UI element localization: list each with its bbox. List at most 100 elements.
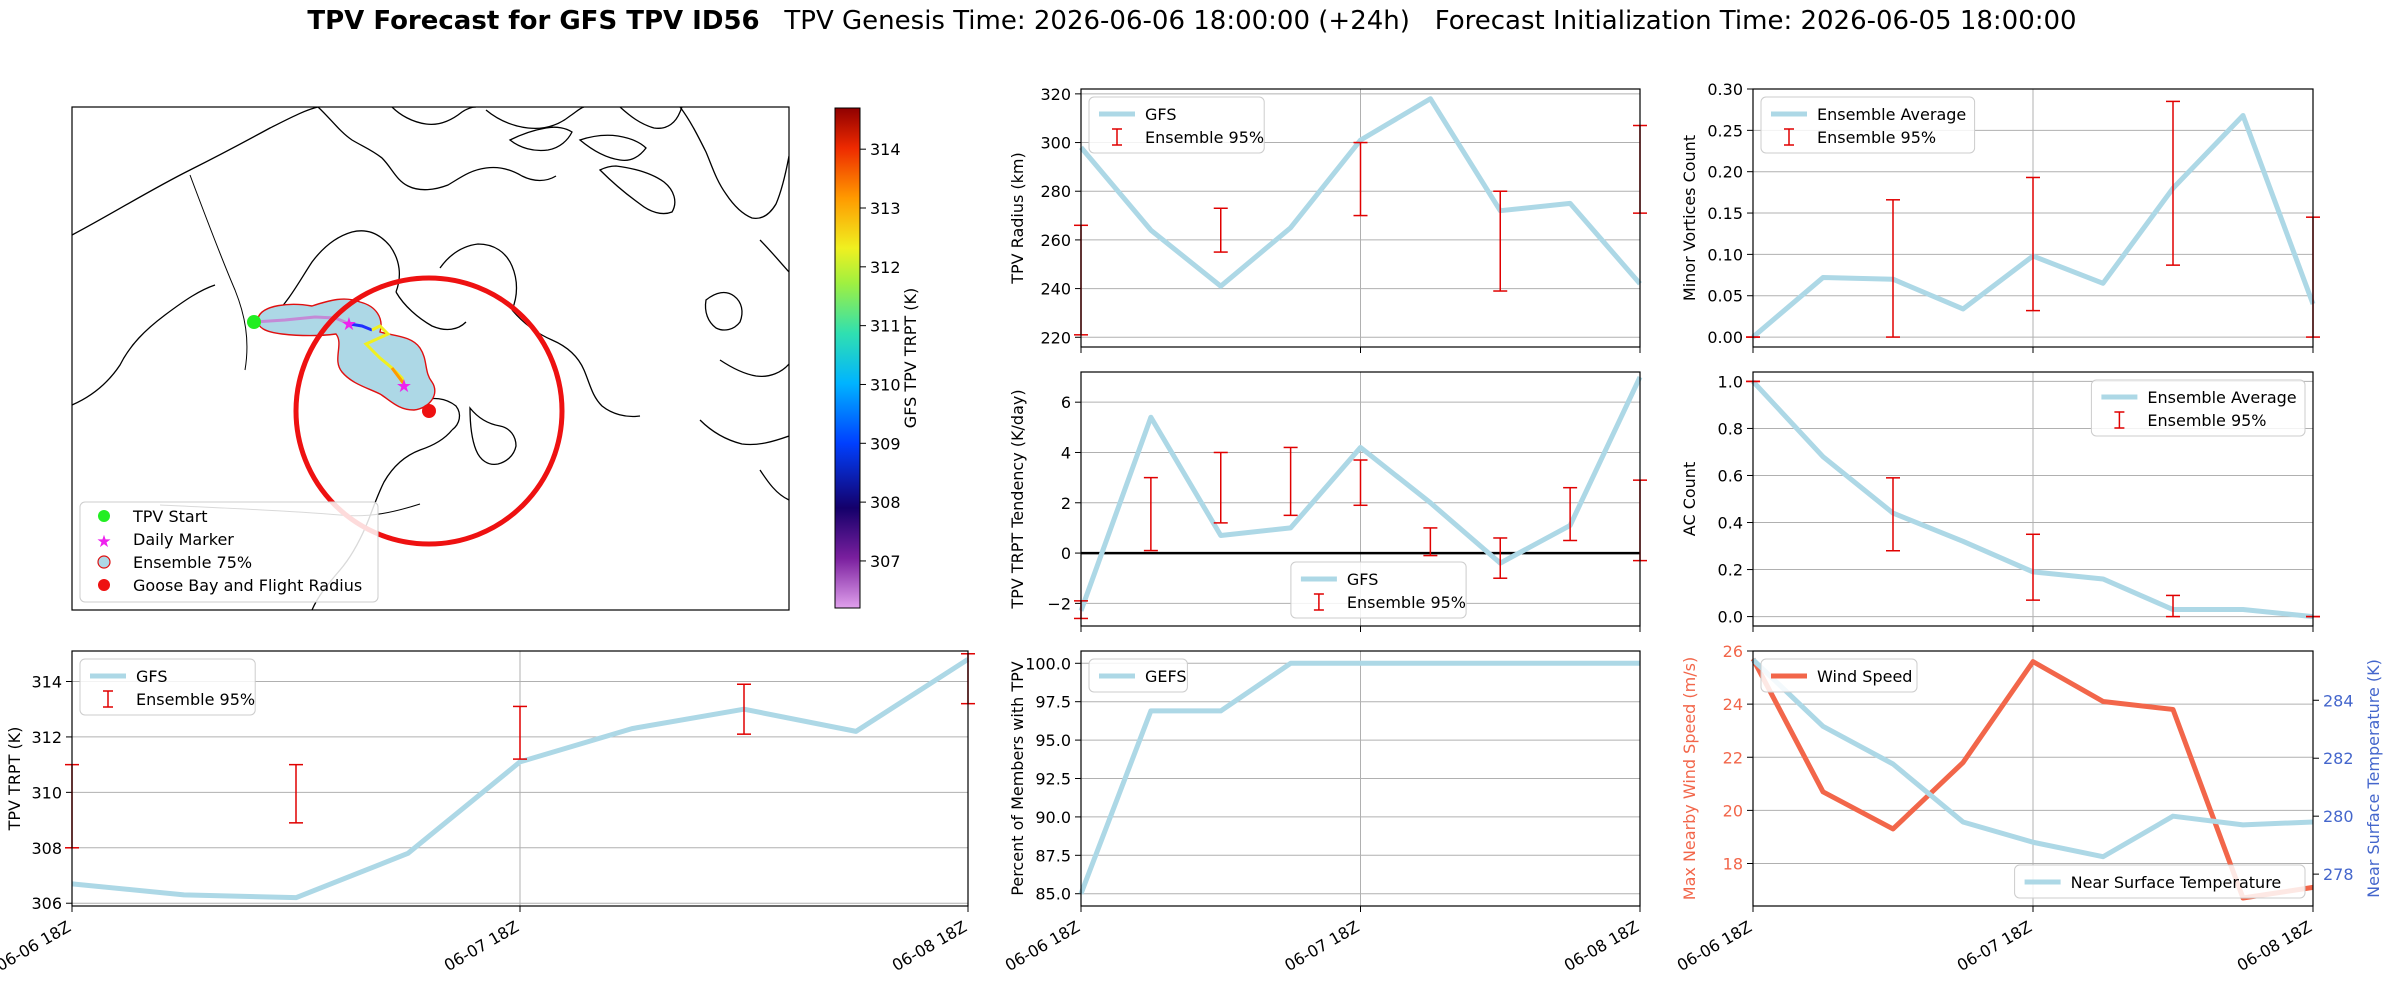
colorbar-tick-label: 310 [870, 375, 901, 394]
legend-box [1760, 658, 1918, 693]
coast-iberia [759, 469, 789, 501]
island-1 [391, 107, 477, 126]
legend-label: Ensemble 95% [136, 690, 255, 709]
y-tick-label: 314 [31, 672, 62, 691]
y-tick-label: 4 [1061, 443, 1071, 462]
legend-box [1290, 561, 1467, 619]
y-tick-label: 0.20 [1707, 163, 1743, 182]
goose-bay-marker [422, 404, 436, 418]
legend-label: GFS [1347, 570, 1378, 589]
colorbar-tick-label: 312 [870, 258, 901, 277]
legend: GFS Ensemble 95% [1290, 561, 1467, 619]
x-tick-label: 06-06 18Z [1674, 917, 1755, 975]
y-tick-label: 0.00 [1707, 328, 1743, 347]
title-bold: TPV Forecast for GFS TPV ID56 [307, 6, 760, 36]
daily-marker-star: ★ [341, 314, 357, 335]
y-tick-label: 0.15 [1707, 204, 1743, 223]
y-tick-label: 24 [1723, 695, 1743, 714]
legend-label: Ensemble Average [1817, 105, 1966, 124]
coast-alaska [72, 107, 319, 236]
legend: Near Surface Temperature [2014, 864, 2306, 899]
y-axis-label: TPV Radius (km) [1008, 152, 1027, 285]
legend-box [79, 658, 256, 716]
island-3 [508, 126, 573, 152]
chart-tendency: −2 0 2 4 6 TPV TRPT Tendency (K/day) GFS Ensemb… [1008, 371, 1647, 632]
y2-tick-label: 282 [2323, 749, 2354, 768]
legend-label: Goose Bay and Flight Radius [133, 576, 362, 595]
x-tick-label: 06-06 18Z [1002, 917, 1083, 975]
y-tick-label: 300 [1040, 134, 1071, 153]
y-tick-label: 22 [1723, 748, 1743, 767]
daily-marker-star: ★ [396, 376, 412, 397]
title-rest: TPV Genesis Time: 2026-06-06 18:00:00 (+… [759, 6, 2077, 36]
y-axis-label: TPV TRPT (K) [5, 727, 24, 832]
x-tick-label: 06-07 18Z [1954, 917, 2035, 975]
coast-ungava [439, 243, 518, 311]
y-tick-label: 90.0 [1035, 808, 1071, 827]
y-tick-label: 0.30 [1707, 80, 1743, 99]
y-tick-label: 0.4 [1718, 514, 1743, 533]
series-line [1751, 657, 2314, 860]
y-tick-label: 240 [1040, 280, 1071, 299]
island-ellesmere [619, 107, 683, 129]
legend: GFS Ensemble 95% [79, 658, 256, 716]
plot-frame [1752, 650, 2314, 907]
legend-box [1760, 96, 1976, 154]
legend-label: GEFS [1145, 667, 1187, 686]
chart-trpt: 306 308 310 312 314 06-06 18Z 06-07 18Z 06-08 1… [0, 650, 975, 975]
coast-west-canada [72, 284, 216, 406]
island-newfoundland [469, 406, 517, 466]
coast-norway [759, 239, 789, 273]
y-tick-label: 260 [1040, 231, 1071, 250]
map-legend-box [79, 501, 379, 603]
map-frame [71, 106, 790, 611]
y-tick-label: 0.25 [1707, 121, 1743, 140]
y-tick-label: 0.6 [1718, 466, 1743, 485]
y-tick-label: 0.0 [1718, 608, 1743, 627]
y-tick-label: 100.0 [1025, 654, 1071, 673]
tpv-track-late [390, 367, 406, 385]
colorbar-tick-label: 309 [870, 434, 901, 453]
y2-axis-label: Near Surface Temperature (K) [2364, 659, 2383, 898]
y-tick-label: 87.5 [1035, 846, 1071, 865]
series-line [1079, 96, 1642, 289]
legend-goosebay-icon [98, 579, 110, 591]
y2-tick-label: 280 [2323, 807, 2354, 826]
x-tick-label: 06-07 18Z [441, 917, 522, 975]
y-axis-label: Max Nearby Wind Speed (m/s) [1680, 657, 1699, 900]
plot-frame [1752, 371, 2314, 627]
coast-hudson-south [395, 291, 467, 331]
y-tick-label: 6 [1061, 393, 1071, 412]
y-axis-label: Minor Vortices Count [1680, 135, 1699, 301]
tpv-start-marker [247, 315, 261, 329]
chart-radius: 220 240 260 280 300 320 TPV Radius (km) GFS Ense… [1008, 85, 1647, 353]
legend: GFS Ensemble 95% [1088, 96, 1265, 154]
chart-wind: 18 20 22 24 26 06-06 18Z 06-07 18Z 06-08 18Z Max… [1674, 642, 2383, 975]
x-tick-label: 06-08 18Z [2234, 917, 2315, 975]
series-line [1078, 375, 1643, 612]
colorbar-label: GFS TPV TRPT (K) [901, 288, 920, 428]
island-iceland [704, 291, 743, 331]
tpv-track-early [253, 315, 351, 326]
plot-frame [1080, 650, 1641, 907]
ensemble-75-region [257, 298, 436, 411]
island-4 [578, 134, 647, 162]
y-tick-label: 310 [31, 783, 62, 802]
legend-label: Wind Speed [1817, 667, 1912, 686]
island-baffin [598, 165, 676, 215]
legend-label: GFS [136, 667, 167, 686]
figure-title: TPV Forecast for GFS TPV ID56 TPV Genesi… [0, 6, 2384, 36]
series-line [1078, 660, 1640, 895]
series-line [71, 657, 970, 901]
coast-greenland-west [679, 107, 789, 220]
map-panel: ★ ★ ★ TPV Start Daily Marker Ensemble 75… [71, 106, 920, 611]
map-legend: ★ TPV Start Daily Marker Ensemble 75% Go… [79, 501, 379, 603]
y-tick-label: 0.2 [1718, 561, 1743, 580]
colorbar-tick-label: 314 [870, 140, 901, 159]
y-tick-label: 92.5 [1035, 770, 1071, 789]
y-tick-label: 280 [1040, 182, 1071, 201]
legend: Wind Speed [1760, 658, 1918, 693]
goose-bay-flight-radius [293, 275, 565, 547]
legend-label: Ensemble 95% [1817, 128, 1936, 147]
